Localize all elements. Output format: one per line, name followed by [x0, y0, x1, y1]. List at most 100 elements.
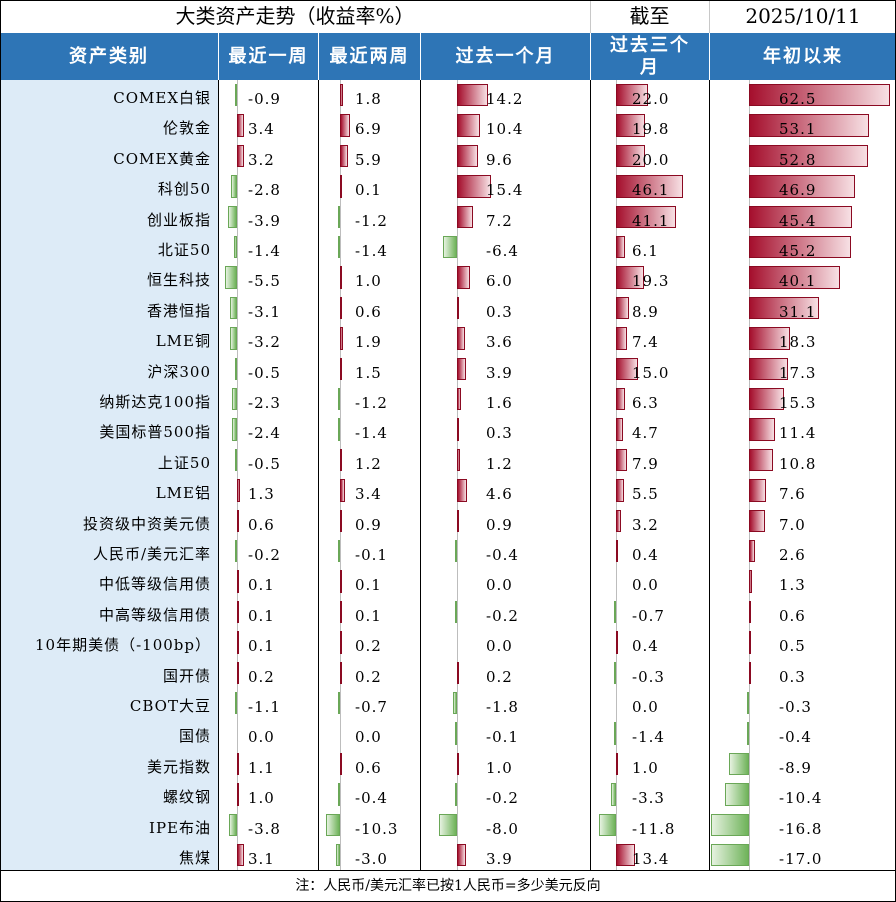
value-week: 0.6 [248, 515, 275, 534]
bar-ytd [749, 418, 775, 441]
asset-name: 伦敦金 [162, 119, 211, 138]
value-month: 0.3 [486, 302, 513, 321]
bar-three-months [616, 296, 629, 320]
asset-name: 人民币/美元汇率 [92, 545, 211, 563]
bar-month [457, 418, 459, 441]
bar-two-weeks [338, 692, 340, 715]
value-two-weeks: 1.5 [355, 363, 382, 382]
bar-week [228, 205, 237, 228]
bar-ytd [749, 661, 751, 684]
value-ytd: 40.1 [779, 272, 817, 291]
value-ytd: -16.8 [779, 819, 823, 838]
bar-month [439, 813, 457, 836]
value-month: 7.2 [486, 211, 513, 230]
bar-month [457, 661, 459, 684]
asset-name: 恒生科技 [146, 271, 211, 290]
value-week: -1.1 [248, 698, 281, 716]
bar-month [455, 540, 457, 563]
value-three-months: 19.3 [632, 272, 670, 291]
value-ytd: -17.0 [779, 850, 823, 868]
bar-week [237, 783, 240, 806]
asset-name: CBOT大豆 [129, 697, 211, 715]
value-ytd: 2.6 [779, 546, 806, 564]
returns-table: COMEX白银 -0.9 1.8 14.2 22.0 62.5 伦敦金 3.4 6.9 10.4 1… [0, 80, 896, 870]
value-two-weeks: -1.4 [355, 424, 388, 443]
bar-ytd [749, 205, 852, 228]
asset-name: 北证50 [157, 241, 211, 259]
value-week: -2.4 [248, 424, 281, 443]
value-three-months: 3.2 [632, 515, 659, 534]
bar-ytd [747, 722, 749, 745]
bar-ytd [749, 296, 820, 320]
bar-three-months [614, 661, 616, 684]
footnote: 注：人民币/美元汇率已按1人民币=多少美元反向 [295, 878, 601, 894]
value-week: 1.3 [248, 485, 275, 504]
bar-ytd [749, 570, 752, 593]
value-three-months: -1.4 [632, 728, 665, 747]
value-month: -0.2 [486, 606, 519, 625]
bar-two-weeks [338, 418, 340, 441]
value-ytd: -8.9 [779, 758, 812, 777]
bar-three-months [616, 448, 628, 472]
zero-line-three-months [616, 80, 617, 870]
value-month: 1.2 [486, 454, 513, 473]
bar-three-months [616, 144, 645, 168]
bar-three-months [613, 722, 616, 745]
value-week: -3.9 [248, 211, 281, 230]
asset-name: 中低等级信用债 [98, 575, 211, 594]
value-three-months: 1.0 [632, 758, 659, 777]
value-three-months: 8.9 [632, 302, 659, 321]
value-two-weeks: 0.9 [355, 515, 382, 534]
value-three-months: 15.0 [632, 363, 670, 382]
value-month: 6.0 [486, 272, 513, 291]
value-three-months: 0.0 [632, 576, 659, 595]
header-last-three-months: 过去三个月 [590, 33, 709, 80]
value-month: 4.6 [486, 485, 513, 504]
bar-two-weeks [340, 84, 343, 107]
value-three-months: 0.4 [632, 637, 659, 656]
value-ytd: 17.3 [779, 363, 817, 382]
value-two-weeks: 6.9 [355, 120, 382, 139]
bar-three-months [616, 327, 627, 350]
bar-month [442, 236, 457, 259]
value-ytd: 18.3 [779, 333, 817, 352]
value-ytd: 11.4 [779, 424, 817, 443]
bar-ytd [747, 692, 749, 715]
bar-three-months [616, 418, 623, 441]
zero-line-month [457, 80, 458, 870]
value-week: 0.1 [248, 606, 275, 625]
bar-week [237, 844, 244, 867]
bar-ytd [749, 509, 765, 532]
header-asset-class: 资产类别 [69, 45, 149, 67]
value-month: 3.6 [486, 333, 513, 352]
bar-week [237, 144, 245, 168]
bar-week [229, 327, 237, 350]
table-header: 资产类别 最近一周 最近两周 过去一个月 过去三个月 年初以来 [0, 33, 896, 80]
bar-month [453, 692, 457, 715]
bar-month [457, 266, 471, 289]
bar-three-months [616, 266, 644, 289]
value-month: -1.8 [486, 698, 519, 716]
value-week: 3.4 [248, 120, 275, 139]
asset-name: 创业板指 [146, 210, 211, 229]
title-bar: 大类资产走势（收益率%） 截至 2025/10/11 [0, 0, 896, 33]
bar-three-months [616, 509, 621, 532]
value-week: 0.1 [248, 576, 275, 595]
bar-three-months [616, 752, 618, 776]
value-two-weeks: -1.2 [355, 394, 388, 412]
bar-week [237, 570, 239, 593]
value-week: -0.9 [248, 90, 281, 108]
bar-month [457, 752, 460, 776]
value-month: 0.2 [486, 667, 513, 686]
value-three-months: 0.4 [632, 546, 659, 564]
value-month: -6.4 [486, 242, 519, 260]
value-three-months: 6.3 [632, 394, 659, 412]
asset-name-column [0, 80, 218, 870]
bar-ytd [749, 114, 869, 137]
bar-ytd [749, 631, 751, 654]
bar-three-months [616, 84, 648, 107]
asset-name: 美元指数 [146, 757, 211, 776]
bar-three-months [616, 631, 618, 654]
value-ytd: 53.1 [779, 120, 817, 139]
bar-two-weeks [338, 783, 340, 806]
